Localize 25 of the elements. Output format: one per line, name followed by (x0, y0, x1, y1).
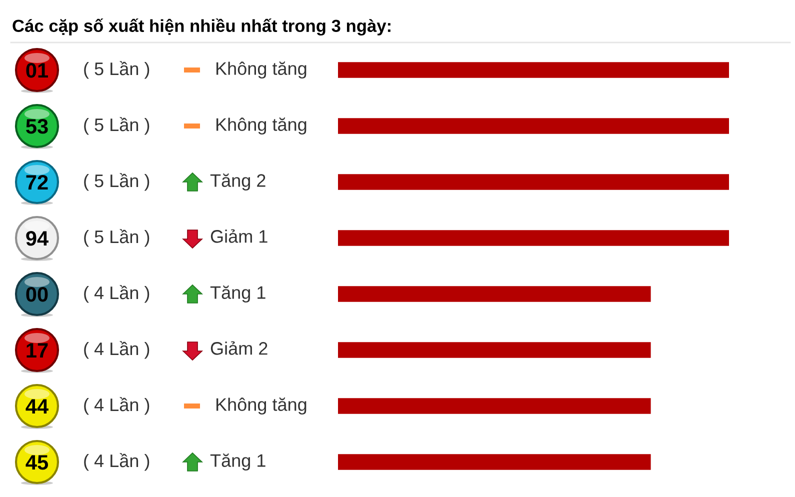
data-label: ( 4 Lần ) (84, 397, 150, 415)
text: Giảm 1 (210, 229, 268, 243)
y-tick-label: 17 (26, 343, 48, 358)
data-label: ( 4 Lần ) (84, 285, 150, 303)
chart-title: Các cặp số xuất hiện nhiều nhất trong 3 ngày: (12, 18, 390, 36)
data-label: ( 5 Lần ) (84, 61, 150, 79)
text: Không tăng (216, 117, 306, 135)
y-tick-label: 94 (26, 231, 48, 246)
text: Tăng 2 (210, 173, 266, 191)
data-label: ( 5 Lần ) (84, 229, 150, 247)
y-tick-label: 53 (26, 119, 48, 134)
data-label: ( 5 Lần ) (84, 173, 150, 191)
data-label: ( 5 Lần ) (84, 117, 150, 135)
text: Tăng 1 (210, 285, 266, 303)
y-tick-label: 01 (26, 63, 48, 78)
y-tick-label: 44 (26, 399, 48, 414)
text: Tăng 1 (210, 453, 266, 471)
data-label: ( 4 Lần ) (84, 453, 150, 471)
y-tick-label: 45 (26, 455, 48, 470)
y-tick-label: 72 (26, 175, 48, 190)
text: Không tăng (216, 61, 306, 79)
y-tick-label: 00 (26, 287, 48, 302)
text: Không tăng (216, 397, 306, 415)
data-label: ( 4 Lần ) (84, 341, 150, 359)
text: Giảm 2 (210, 341, 268, 355)
